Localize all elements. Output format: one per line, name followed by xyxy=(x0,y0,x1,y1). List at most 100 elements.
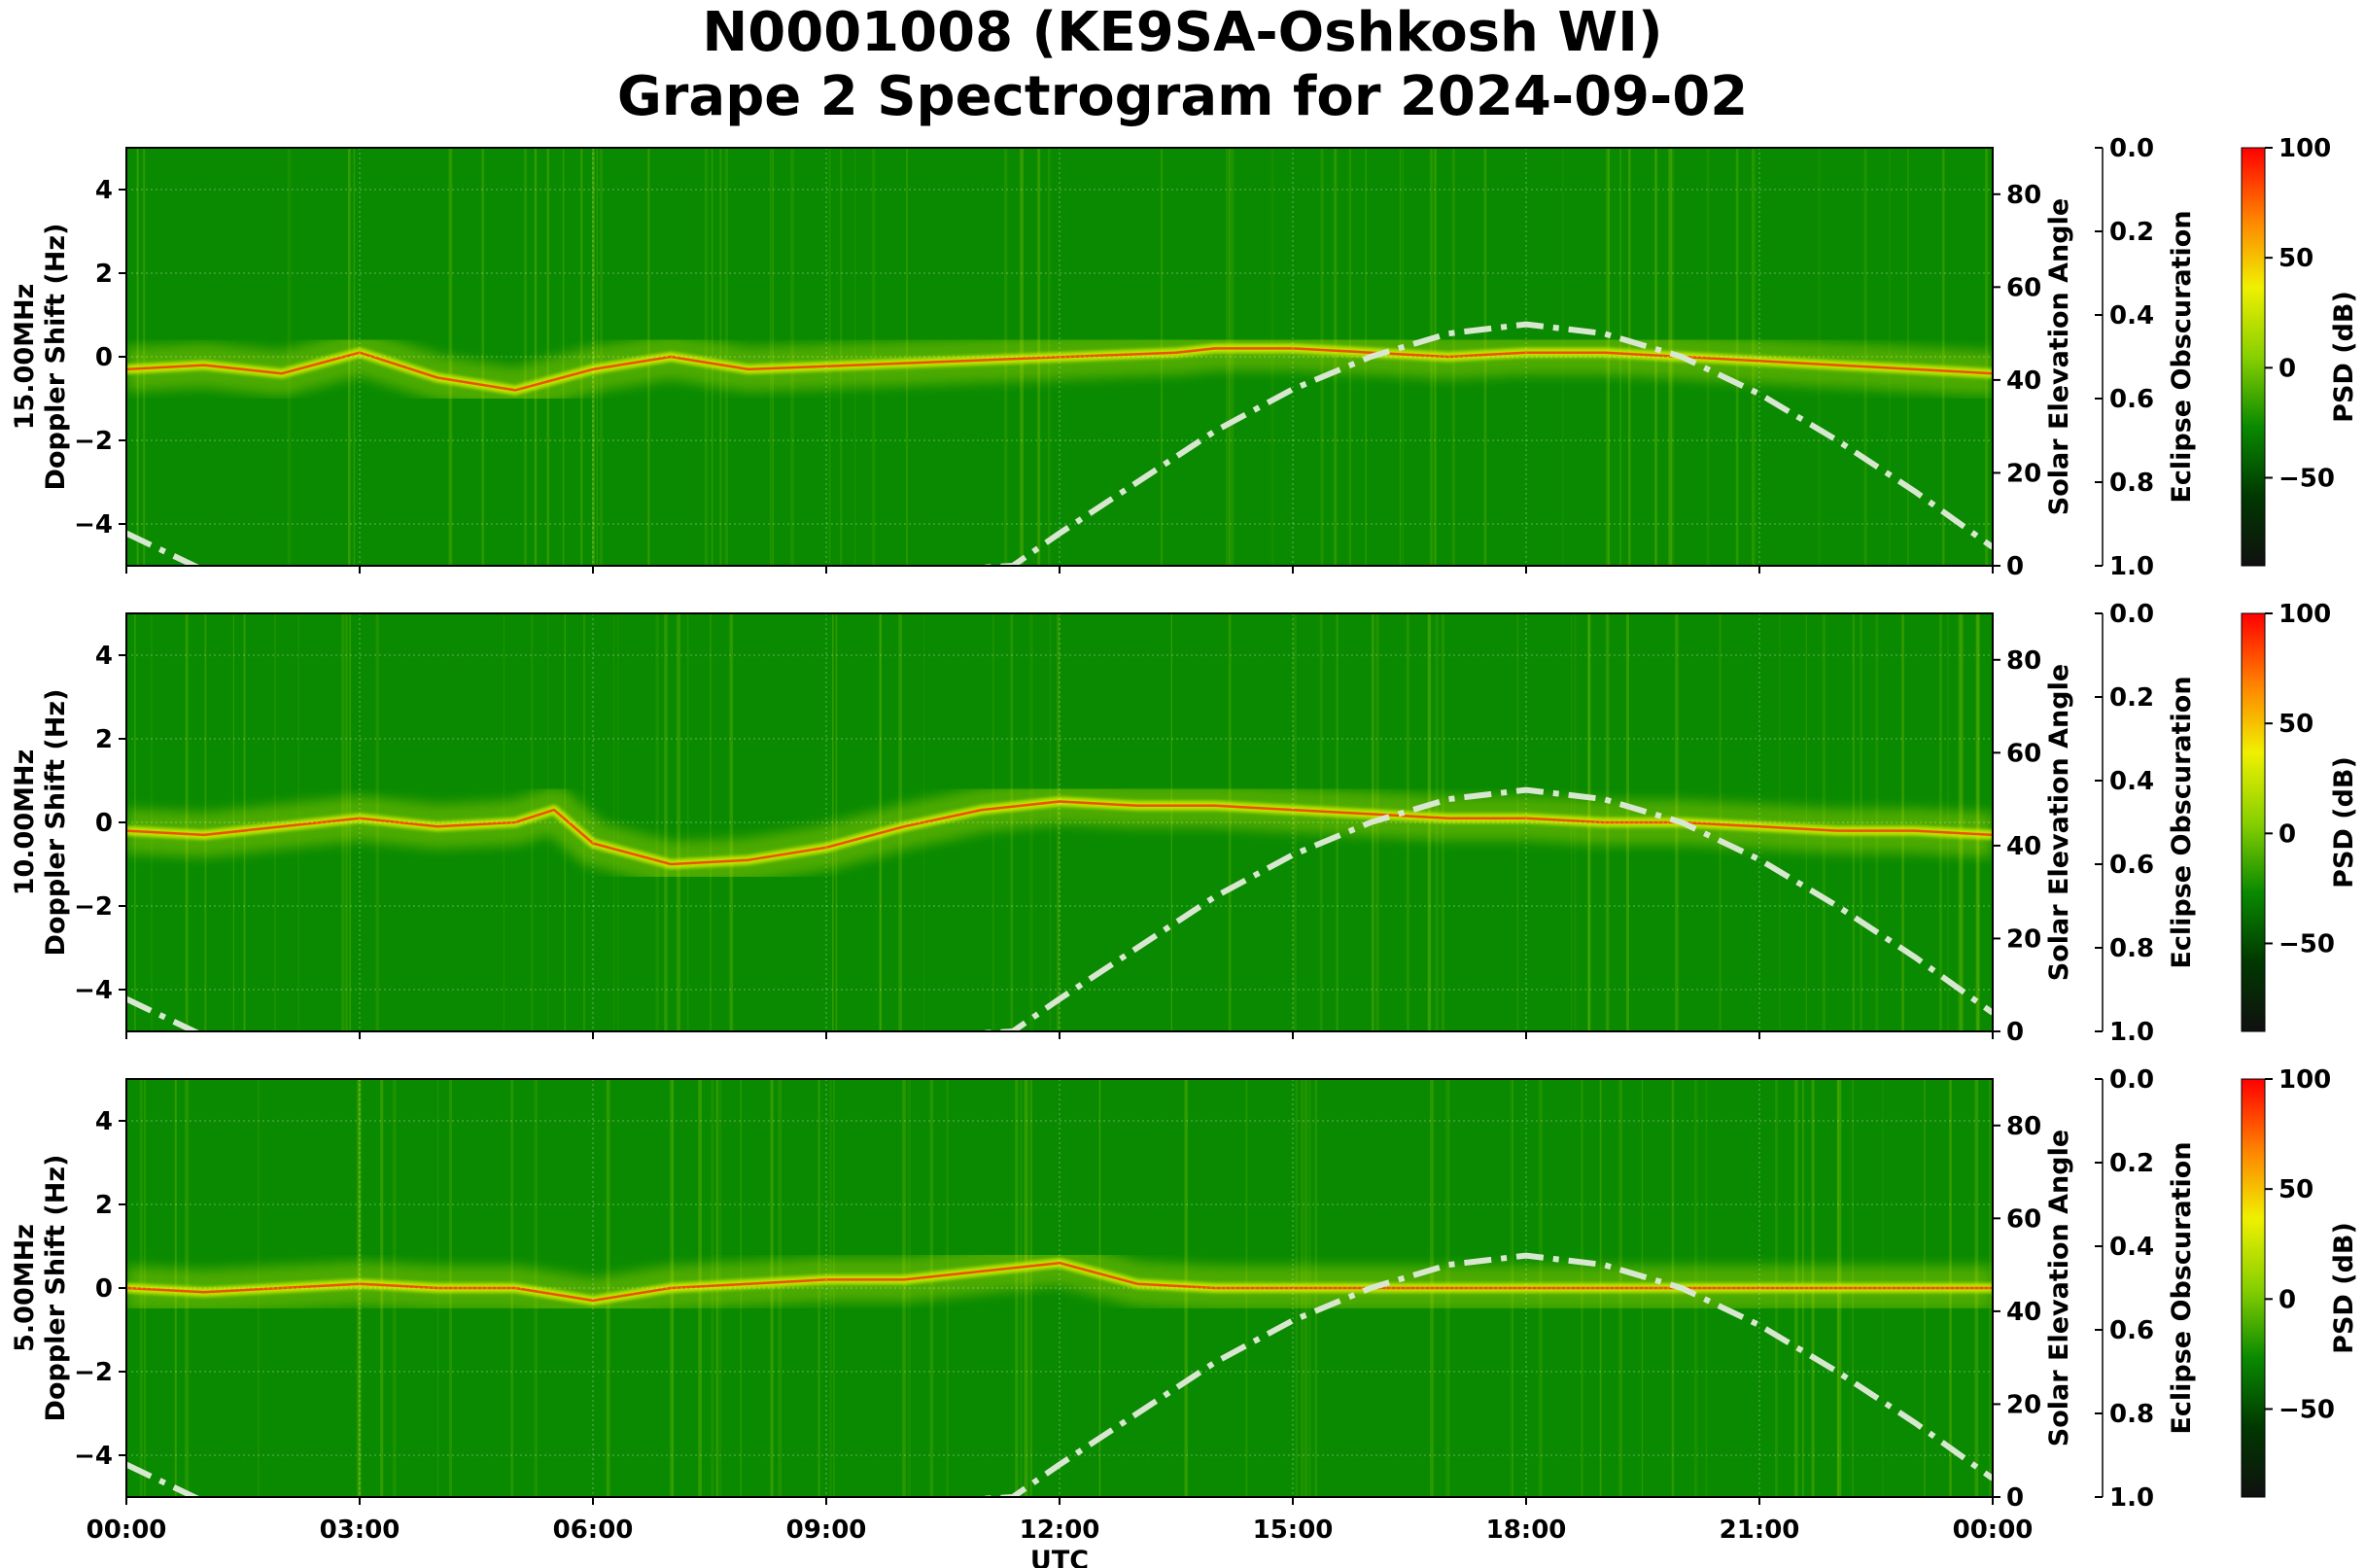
solar-tick-label: 20 xyxy=(2006,459,2041,488)
solar-tick-label: 0 xyxy=(2006,1018,2024,1047)
colorbar-tick-label: −50 xyxy=(2278,1395,2335,1424)
y-tick-label: 0 xyxy=(95,343,113,372)
y-tick-label: −2 xyxy=(74,427,113,456)
x-tick-label: 18:00 xyxy=(1486,1516,1567,1545)
y-tick-label: 2 xyxy=(95,725,113,754)
eclipse-axis-label: Eclipse Obscuration xyxy=(2167,210,2197,503)
solar-tick-label: 80 xyxy=(2006,181,2041,210)
interference-streak xyxy=(546,148,549,566)
solar-tick-label: 60 xyxy=(2006,1204,2041,1234)
panel-15-00mhz: −4 −2 0 2 4 15.00MHz Doppler Shift (Hz) 0 20 40 60… xyxy=(10,134,2359,581)
solar-tick-label: 80 xyxy=(2006,646,2041,676)
interference-streak xyxy=(687,613,689,1031)
y-tick-label: −4 xyxy=(74,510,113,540)
solar-elevation-curve xyxy=(126,321,1993,566)
chart-title-line2: Grape 2 Spectrogram for 2024-09-02 xyxy=(616,65,1749,128)
y-tick-label: 2 xyxy=(95,1191,113,1220)
interference-streak xyxy=(832,613,834,1031)
colorbar-label: PSD (dB) xyxy=(2329,1222,2359,1354)
psd-colorbar xyxy=(2241,1078,2266,1498)
x-axis-label: UTC xyxy=(1030,1546,1089,1568)
x-tick-label: 03:00 xyxy=(320,1516,400,1545)
interference-streak xyxy=(448,148,453,566)
eclipse-tick-label: 0.4 xyxy=(2109,301,2154,331)
y-tick-label: 4 xyxy=(95,642,113,671)
y-tick-label: −2 xyxy=(74,1358,113,1387)
solar-axis-label: Solar Elevation Angle xyxy=(2044,664,2074,981)
spectrogram-area xyxy=(126,148,1993,566)
panel-frequency-label: 5.00MHz xyxy=(10,1224,40,1352)
eclipse-tick-label: 0.8 xyxy=(2109,1400,2154,1429)
colorbar-tick-label: −50 xyxy=(2278,464,2335,493)
y-tick-label: −4 xyxy=(74,976,113,1005)
panel-frequency-label: 15.00MHz xyxy=(10,284,40,431)
y-tick-label: −2 xyxy=(74,892,113,922)
spectrogram-area xyxy=(126,1079,1993,1497)
solar-tick-label: 20 xyxy=(2006,1390,2041,1419)
colorbar-tick-label: 100 xyxy=(2278,134,2331,163)
eclipse-tick-label: 0.8 xyxy=(2109,469,2154,498)
carrier-peak-trace xyxy=(126,347,1993,392)
panel-5-00mhz: −4 −2 0 2 4 5.00MHz Doppler Shift (Hz) 0 20 40 60 8… xyxy=(10,1065,2359,1568)
interference-streak xyxy=(481,148,485,566)
solar-tick-label: 0 xyxy=(2006,552,2024,581)
solar-tick-label: 60 xyxy=(2006,273,2041,302)
colorbar-tick-label: 0 xyxy=(2278,819,2296,849)
eclipse-tick-label: 0.0 xyxy=(2109,600,2154,629)
solar-tick-label: 60 xyxy=(2006,739,2041,768)
x-tick-label: 09:00 xyxy=(786,1516,867,1545)
x-tick-label: 15:00 xyxy=(1253,1516,1334,1545)
spectrogram-area xyxy=(126,613,1993,1031)
panel-10-00mhz: −4 −2 0 2 4 10.00MHz Doppler Shift (Hz) 0 20 40 60… xyxy=(10,600,2359,1047)
y-axis-label: Doppler Shift (Hz) xyxy=(41,689,71,957)
interference-streak xyxy=(613,613,615,1031)
solar-tick-label: 40 xyxy=(2006,1298,2041,1327)
eclipse-tick-label: 0.6 xyxy=(2109,851,2154,880)
interference-streak xyxy=(617,613,619,1031)
eclipse-axis-label: Eclipse Obscuration xyxy=(2167,1141,2197,1434)
y-axis-label: Doppler Shift (Hz) xyxy=(41,1155,71,1422)
psd-colorbar xyxy=(2241,612,2266,1032)
solar-axis-label: Solar Elevation Angle xyxy=(2044,198,2074,515)
x-tick-label: 00:00 xyxy=(1953,1516,2034,1545)
eclipse-tick-label: 0.6 xyxy=(2109,1316,2154,1345)
colorbar-tick-label: 50 xyxy=(2278,1175,2313,1204)
interference-streak xyxy=(523,148,527,566)
y-axis-label: Doppler Shift (Hz) xyxy=(41,224,71,491)
solar-tick-label: 40 xyxy=(2006,366,2041,396)
colorbar-label: PSD (dB) xyxy=(2329,291,2359,423)
interference-streak xyxy=(664,613,668,1031)
y-tick-label: 4 xyxy=(95,1107,113,1136)
colorbar-tick-label: 50 xyxy=(2278,710,2313,739)
eclipse-tick-label: 0.8 xyxy=(2109,934,2154,963)
colorbar-tick-label: −50 xyxy=(2278,929,2335,958)
colorbar-tick-label: 100 xyxy=(2278,1065,2331,1095)
x-tick-label: 12:00 xyxy=(1020,1516,1100,1545)
interference-streak xyxy=(729,613,734,1031)
x-tick-label: 06:00 xyxy=(553,1516,634,1545)
eclipse-tick-label: 1.0 xyxy=(2109,1018,2154,1047)
eclipse-tick-label: 1.0 xyxy=(2109,552,2154,581)
y-tick-label: 0 xyxy=(95,809,113,838)
eclipse-tick-label: 0.2 xyxy=(2109,683,2154,713)
solar-tick-label: 40 xyxy=(2006,832,2041,861)
colorbar-label: PSD (dB) xyxy=(2329,756,2359,889)
y-tick-label: 2 xyxy=(95,260,113,289)
colorbar-tick-label: 0 xyxy=(2278,354,2296,383)
eclipse-tick-label: 0.2 xyxy=(2109,218,2154,247)
colorbar-tick-label: 0 xyxy=(2278,1285,2296,1314)
eclipse-tick-label: 0.0 xyxy=(2109,1065,2154,1095)
eclipse-tick-label: 0.4 xyxy=(2109,1233,2154,1262)
carrier-peak-trace xyxy=(126,1261,1993,1303)
chart-title-line1: N0001008 (KE9SA-Oshkosh WI) xyxy=(702,1,1663,64)
y-tick-label: −4 xyxy=(74,1442,113,1471)
interference-streak xyxy=(655,613,659,1031)
solar-elevation-curve xyxy=(126,1252,1993,1497)
eclipse-tick-label: 1.0 xyxy=(2109,1483,2154,1513)
eclipse-tick-label: 0.2 xyxy=(2109,1149,2154,1178)
colorbar-tick-label: 100 xyxy=(2278,600,2331,629)
interference-streak xyxy=(534,148,538,566)
eclipse-tick-label: 0.6 xyxy=(2109,385,2154,414)
y-tick-label: 0 xyxy=(95,1274,113,1304)
